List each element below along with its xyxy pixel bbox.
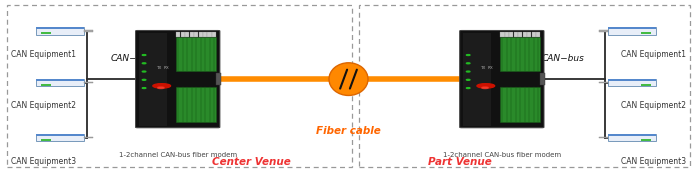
Bar xyxy=(84,82,93,83)
Ellipse shape xyxy=(329,63,368,95)
Text: RX: RX xyxy=(488,66,493,69)
Bar xyxy=(505,33,509,37)
Text: RX: RX xyxy=(164,66,169,69)
Text: Center Venue: Center Venue xyxy=(212,157,290,167)
Bar xyxy=(203,33,207,37)
Circle shape xyxy=(466,63,470,64)
Bar xyxy=(41,84,52,86)
FancyBboxPatch shape xyxy=(36,134,84,141)
Bar xyxy=(510,33,514,37)
Bar xyxy=(463,33,491,126)
Text: CAN−bus: CAN−bus xyxy=(542,54,585,63)
Bar xyxy=(181,33,185,37)
FancyBboxPatch shape xyxy=(608,27,656,35)
Bar xyxy=(84,137,93,138)
Bar xyxy=(518,33,522,37)
Bar xyxy=(36,134,84,136)
Bar xyxy=(500,87,540,121)
Bar xyxy=(523,33,527,37)
Bar xyxy=(599,82,608,83)
Bar xyxy=(641,139,651,141)
Bar xyxy=(608,79,656,81)
Bar xyxy=(84,30,93,32)
Bar xyxy=(185,33,190,37)
Text: TX: TX xyxy=(480,66,485,69)
Text: CAN Equipment1: CAN Equipment1 xyxy=(620,50,686,59)
Circle shape xyxy=(466,71,470,72)
Circle shape xyxy=(142,55,146,56)
Bar xyxy=(641,84,651,86)
Bar xyxy=(608,134,656,136)
Bar xyxy=(199,33,203,37)
Circle shape xyxy=(466,88,470,89)
Bar xyxy=(208,33,212,37)
Bar xyxy=(190,33,194,37)
Text: Part Venue: Part Venue xyxy=(428,157,492,167)
Bar xyxy=(194,33,198,37)
Circle shape xyxy=(142,88,146,89)
Bar xyxy=(41,32,52,34)
FancyBboxPatch shape xyxy=(608,79,656,86)
Text: CAN−bus: CAN−bus xyxy=(111,54,154,63)
Bar xyxy=(215,73,220,85)
FancyBboxPatch shape xyxy=(36,27,84,35)
Circle shape xyxy=(142,79,146,80)
Bar xyxy=(212,33,216,37)
Bar xyxy=(176,33,181,37)
Bar xyxy=(176,87,216,121)
Text: CAN Equipment1: CAN Equipment1 xyxy=(11,50,77,59)
FancyBboxPatch shape xyxy=(36,79,84,86)
Bar xyxy=(41,139,52,141)
Bar xyxy=(527,33,531,37)
FancyBboxPatch shape xyxy=(608,134,656,141)
Text: 1-2channel CAN-bus fiber modem: 1-2channel CAN-bus fiber modem xyxy=(443,152,561,158)
Bar xyxy=(599,30,608,32)
Bar xyxy=(176,37,216,71)
Circle shape xyxy=(477,84,495,88)
Text: CAN Equipment3: CAN Equipment3 xyxy=(11,157,77,165)
Circle shape xyxy=(466,79,470,80)
Bar xyxy=(36,27,84,29)
Circle shape xyxy=(142,71,146,72)
Bar xyxy=(514,33,518,37)
Circle shape xyxy=(158,87,164,89)
Bar xyxy=(7,5,352,167)
Bar xyxy=(539,73,545,85)
Circle shape xyxy=(153,84,171,88)
Text: TX: TX xyxy=(156,66,161,69)
Bar xyxy=(500,37,540,71)
Text: CAN Equipment3: CAN Equipment3 xyxy=(620,157,686,165)
Circle shape xyxy=(466,55,470,56)
Bar xyxy=(599,137,608,138)
Bar xyxy=(500,33,505,37)
FancyBboxPatch shape xyxy=(460,30,544,128)
Bar xyxy=(359,5,690,167)
Text: Fiber cable: Fiber cable xyxy=(316,126,381,136)
Text: CAN Equipment2: CAN Equipment2 xyxy=(11,101,77,110)
Bar xyxy=(36,79,84,81)
Text: 1-2channel CAN-bus fiber modem: 1-2channel CAN-bus fiber modem xyxy=(118,152,237,158)
Bar xyxy=(536,33,540,37)
Bar xyxy=(139,33,167,126)
FancyBboxPatch shape xyxy=(135,30,220,128)
Bar xyxy=(641,32,651,34)
Text: CAN Equipment2: CAN Equipment2 xyxy=(620,101,686,110)
Circle shape xyxy=(482,87,488,89)
Bar xyxy=(608,27,656,29)
Bar xyxy=(532,33,536,37)
Circle shape xyxy=(142,63,146,64)
